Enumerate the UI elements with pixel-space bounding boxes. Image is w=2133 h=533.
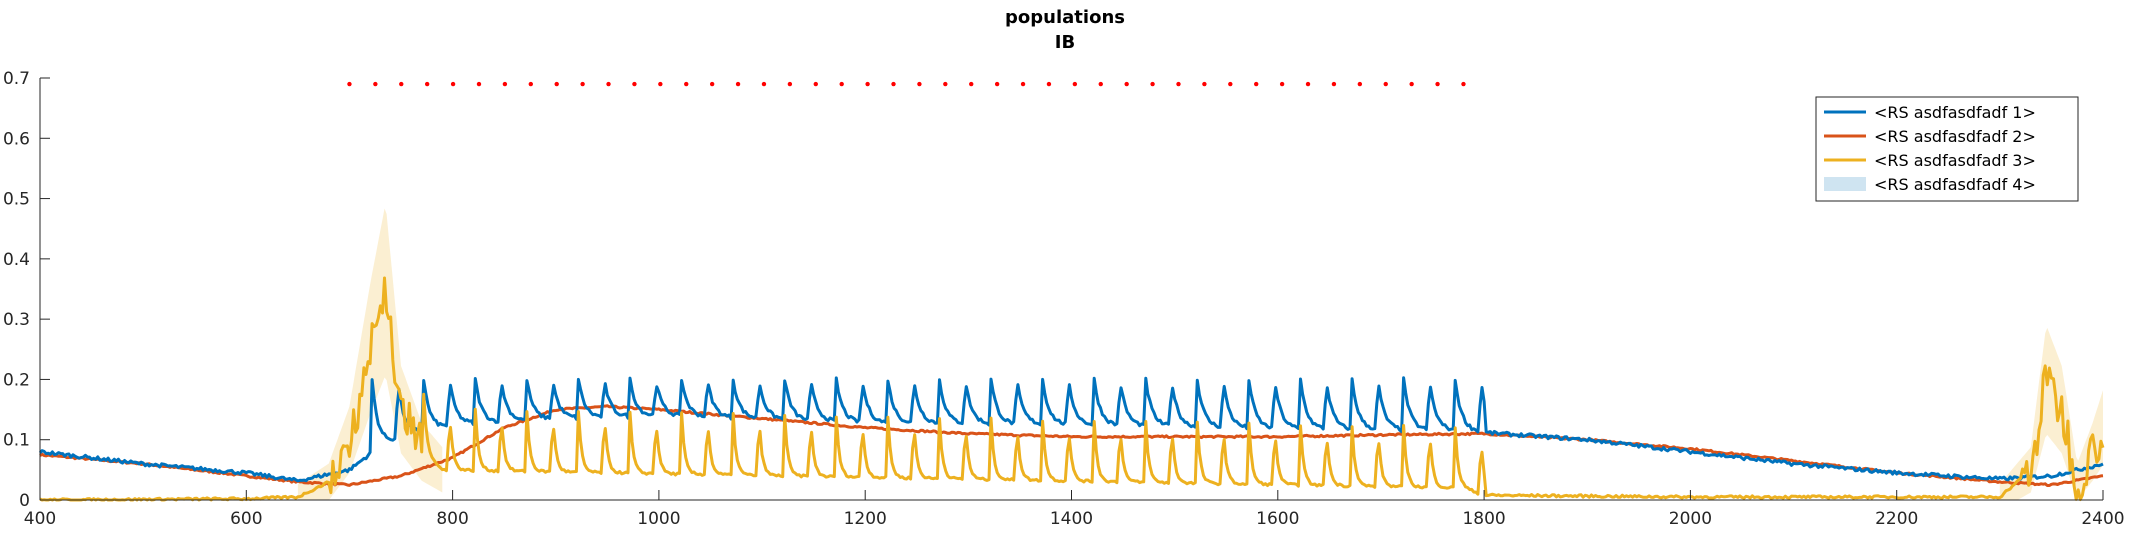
event-marker bbox=[865, 81, 870, 87]
event-marker bbox=[1176, 81, 1181, 87]
event-marker bbox=[969, 81, 974, 87]
event-marker bbox=[891, 81, 896, 87]
y-tick-label: 0.6 bbox=[3, 129, 30, 149]
event-marker bbox=[1124, 81, 1129, 87]
legend-label: <RS asdfasdfadf 2> bbox=[1874, 127, 2036, 146]
x-tick-label: 1600 bbox=[1256, 509, 1299, 529]
event-marker bbox=[787, 81, 793, 87]
x-tick-label: 1800 bbox=[1462, 509, 1505, 529]
chart-title: populations bbox=[1005, 7, 1125, 28]
event-marker bbox=[373, 81, 378, 87]
x-tick-label: 1200 bbox=[844, 509, 887, 529]
plot-area bbox=[38, 81, 2105, 502]
event-marker bbox=[632, 81, 637, 87]
event-marker bbox=[554, 81, 559, 87]
event-marker bbox=[735, 81, 741, 87]
event-marker bbox=[424, 81, 430, 87]
event-marker bbox=[1383, 81, 1388, 87]
chart-title-group: populations IB bbox=[1005, 7, 1125, 53]
event-marker bbox=[839, 81, 844, 87]
event-marker bbox=[1435, 81, 1440, 87]
event-marker bbox=[476, 81, 482, 87]
x-tick-label: 2000 bbox=[1669, 509, 1712, 529]
event-marker bbox=[1331, 81, 1337, 87]
event-marker bbox=[1150, 81, 1155, 87]
axes: 400 600 800 1000 1200 1400 1600 1800 2000 2200 240… bbox=[3, 69, 2125, 529]
event-marker bbox=[994, 81, 1000, 87]
event-marker bbox=[1357, 81, 1363, 87]
event-marker bbox=[1020, 81, 1026, 87]
event-marker bbox=[943, 81, 948, 87]
event-marker bbox=[813, 81, 818, 87]
x-tick-label: 600 bbox=[230, 509, 262, 529]
y-tick-label: 0.7 bbox=[3, 69, 30, 89]
legend-label: <RS asdfasdfadf 1> bbox=[1874, 103, 2036, 122]
chart-subtitle: IB bbox=[1055, 32, 1075, 53]
event-marker bbox=[658, 81, 663, 87]
y-tick-label: 0 bbox=[19, 491, 30, 511]
y-tick-label: 0.3 bbox=[3, 310, 30, 330]
y-tick-label: 0.1 bbox=[3, 431, 30, 451]
event-marker bbox=[399, 81, 404, 87]
legend-label: <RS asdfasdfadf 4> bbox=[1874, 175, 2036, 194]
event-marker bbox=[1072, 81, 1078, 87]
event-marker bbox=[528, 81, 534, 87]
x-tick-label: 1400 bbox=[1050, 509, 1093, 529]
x-tick-label: 800 bbox=[436, 509, 468, 529]
event-marker bbox=[606, 81, 611, 87]
x-tick-label: 2200 bbox=[1875, 509, 1918, 529]
event-marker bbox=[1461, 81, 1466, 87]
event-marker bbox=[1228, 81, 1233, 87]
x-tick-label: 2400 bbox=[2081, 509, 2124, 529]
event-marker bbox=[1279, 81, 1285, 87]
event-marker bbox=[1254, 81, 1259, 87]
event-marker bbox=[1098, 81, 1103, 87]
event-marker bbox=[580, 81, 585, 87]
series-line-1 bbox=[38, 376, 2104, 483]
event-marker bbox=[1409, 81, 1414, 87]
y-tick-label: 0.2 bbox=[3, 370, 30, 390]
event-marker bbox=[347, 81, 352, 87]
event-marker bbox=[684, 81, 689, 87]
legend-label: <RS asdfasdfadf 3> bbox=[1874, 151, 2036, 170]
y-tick-label: 0.4 bbox=[3, 250, 30, 270]
series-line-3 bbox=[39, 276, 2105, 502]
event-marker bbox=[917, 81, 922, 87]
legend-swatch bbox=[1824, 177, 1866, 191]
event-marker bbox=[761, 81, 767, 87]
x-tick-label: 400 bbox=[24, 509, 56, 529]
event-marker bbox=[709, 81, 715, 87]
legend: <RS asdfasdfadf 1> <RS asdfasdfadf 2> <RS … bbox=[1815, 96, 2079, 202]
event-marker bbox=[1305, 81, 1311, 87]
x-tick-label: 1000 bbox=[637, 509, 680, 529]
y-axis-ticks: 0 0.1 0.2 0.3 0.4 0.5 0.6 0.7 bbox=[3, 69, 50, 511]
x-axis-ticks: 400 600 800 1000 1200 1400 1600 1800 2000 2200 240… bbox=[24, 490, 2125, 529]
event-marker bbox=[450, 81, 456, 87]
y-tick-label: 0.5 bbox=[3, 190, 30, 210]
event-marker bbox=[502, 81, 508, 87]
series-3-band bbox=[1999, 327, 2103, 500]
event-marker bbox=[1202, 81, 1207, 87]
event-marker bbox=[1046, 81, 1052, 87]
